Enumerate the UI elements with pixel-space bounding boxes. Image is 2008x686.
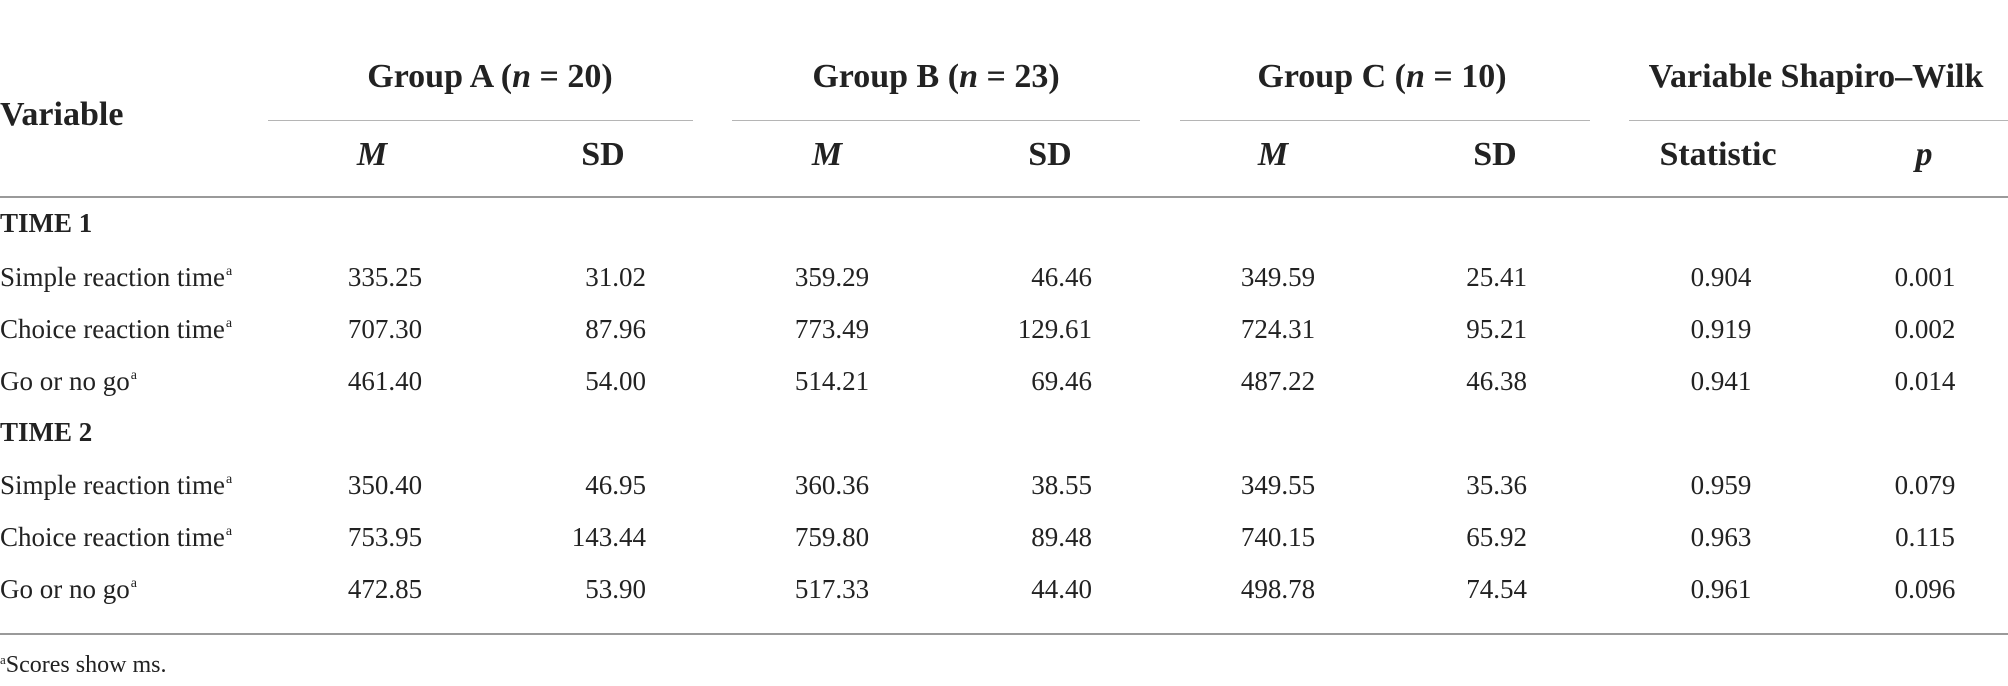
group-c-header: Group C (n = 10) [1257, 58, 1507, 95]
variable-header: Variable [0, 96, 124, 133]
section-title-time-1: TIME 1 [0, 208, 93, 238]
table-cell: 38.55 [1031, 470, 1092, 500]
table-cell: 0.941 [1690, 366, 1752, 396]
table-cell: 0.904 [1690, 262, 1752, 292]
table-cell: 724.31 [1240, 314, 1316, 344]
group-c-rule [1180, 120, 1590, 121]
group-b-header: Group B (n = 23) [812, 58, 1060, 95]
shapiro-wilk-rule [1629, 120, 2008, 121]
table-cell: 335.25 [347, 262, 423, 292]
table-cell: 0.014 [1894, 366, 1956, 396]
table-cell: 0.959 [1690, 470, 1752, 500]
table-cell: 487.22 [1240, 366, 1316, 396]
table-cell: 95.21 [1466, 314, 1527, 344]
table-cell: 740.15 [1240, 522, 1316, 552]
table-cell: 0.919 [1690, 314, 1752, 344]
table-cell: 54.00 [585, 366, 646, 396]
group-b-sd-header: SD [1028, 136, 1072, 173]
group-a-sd-header: SD [581, 136, 625, 173]
table-cell: 472.85 [347, 574, 423, 604]
table-cell: 65.92 [1466, 522, 1527, 552]
group-b-mean-header: M [811, 136, 843, 173]
table-cell: 25.41 [1466, 262, 1527, 292]
table-cell: 461.40 [347, 366, 423, 396]
table-cell: 349.55 [1240, 470, 1316, 500]
row-label: Go or no goa [0, 574, 137, 604]
group-c-sd-header: SD [1473, 136, 1517, 173]
p-header: p [1915, 136, 1933, 173]
table-cell: 514.21 [794, 366, 870, 396]
table-cell: 0.002 [1894, 314, 1956, 344]
table-cell: 349.59 [1240, 262, 1316, 292]
row-label: Simple reaction timea [0, 262, 233, 292]
section-title-time-2: TIME 2 [0, 417, 93, 447]
group-a-header: Group A (n = 20) [367, 58, 613, 95]
table-cell: 0.963 [1690, 522, 1752, 552]
table-cell: 0.001 [1894, 262, 1956, 292]
group-b-rule [732, 120, 1140, 121]
table-cell: 143.44 [571, 522, 646, 552]
group-a-mean-header: M [356, 136, 388, 173]
table-cell: 707.30 [347, 314, 423, 344]
table-bottom-rule [0, 633, 2008, 635]
table-cell: 74.54 [1466, 574, 1527, 604]
row-label: Choice reaction timea [0, 314, 233, 344]
table-footnote: aScores show ms. [0, 652, 167, 678]
table-cell: 46.95 [585, 470, 646, 500]
table-cell: 129.61 [1017, 314, 1092, 344]
table-cell: 44.40 [1031, 574, 1092, 604]
table-cell: 31.02 [585, 262, 646, 292]
table-cell: 773.49 [794, 314, 870, 344]
statistic-header: Statistic [1659, 136, 1777, 173]
table-cell: 69.46 [1031, 366, 1092, 396]
table-cell: 89.48 [1031, 522, 1092, 552]
table-cell: 517.33 [794, 574, 870, 604]
row-label: Choice reaction timea [0, 522, 233, 552]
table-cell: 359.29 [794, 262, 870, 292]
table-cell: 0.961 [1690, 574, 1752, 604]
table-cell: 0.079 [1894, 470, 1956, 500]
group-c-mean-header: M [1257, 136, 1289, 173]
header-bottom-rule [0, 196, 2008, 198]
table-cell: 360.36 [794, 470, 870, 500]
table-cell: 350.40 [347, 470, 423, 500]
shapiro-wilk-header: Variable Shapiro–Wilk [1648, 58, 1984, 95]
table-cell: 498.78 [1240, 574, 1316, 604]
table-cell: 759.80 [794, 522, 870, 552]
table-cell: 46.46 [1031, 262, 1092, 292]
row-label: Simple reaction timea [0, 470, 233, 500]
group-a-rule [268, 120, 693, 121]
table-cell: 87.96 [585, 314, 646, 344]
table-cell: 46.38 [1466, 366, 1527, 396]
table-cell: 35.36 [1466, 470, 1527, 500]
row-label: Go or no goa [0, 366, 137, 396]
table-cell: 53.90 [585, 574, 646, 604]
table-cell: 0.096 [1894, 574, 1956, 604]
table-cell: 0.115 [1895, 522, 1955, 552]
table-cell: 753.95 [347, 522, 423, 552]
